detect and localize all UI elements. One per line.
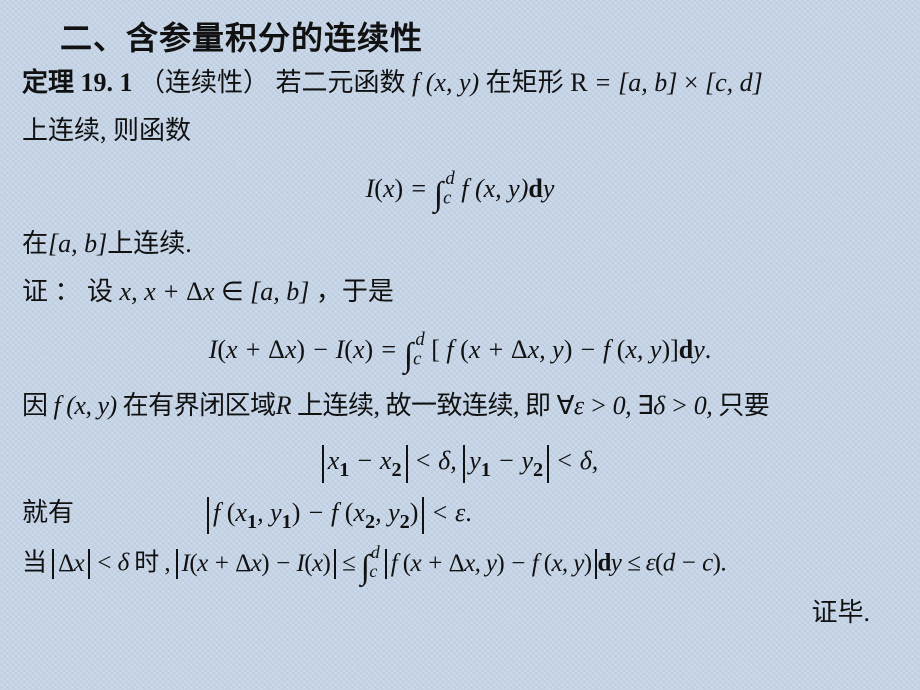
- diff-integrand: [ f (x + Δx, y) − f (x, y)]: [431, 335, 679, 364]
- int-lower-1: c: [443, 188, 451, 209]
- because-mid1: 在有界闭区域: [123, 391, 276, 420]
- theorem-line1: 定理 19. 1 （连续性） 若二元函数 f (x, y) 在矩形 R = [a…: [22, 60, 898, 106]
- proof-post: ，于是: [316, 277, 394, 306]
- because-mid2: 上连续, 故一致连续, 即: [297, 391, 551, 420]
- abs-dx: Δx: [52, 549, 90, 579]
- qed: 证毕.: [22, 590, 898, 636]
- when-pre: 当: [22, 550, 46, 577]
- because-post: 只要: [718, 391, 769, 420]
- I-definition: I(x) = ∫cd f (x, y)dy: [22, 163, 898, 215]
- abs-Idiff: I(x + Δx) − I(x): [176, 549, 337, 579]
- lt-delta-1: < δ,: [414, 446, 463, 475]
- fxy: f (x, y): [412, 68, 479, 97]
- because-pre: 因: [22, 391, 48, 420]
- theorem-line3: 在[a, b]上连续.: [22, 221, 898, 267]
- on-post: 上连续.: [107, 229, 192, 258]
- diff-equation: I(x + Δx) − I(x) = ∫cd [ f (x + Δx, y) −…: [22, 324, 898, 376]
- R-eq: R = [a, b] × [c, d]: [570, 68, 763, 97]
- forall-eps: ∀ε > 0, ∃δ > 0,: [557, 391, 713, 420]
- le-1: ≤: [342, 550, 361, 577]
- proof-pre: 设: [87, 277, 113, 306]
- int-upper-3: d: [371, 542, 379, 562]
- int-lower-3: c: [369, 561, 376, 581]
- Ix-lhs: I(x) =: [366, 174, 434, 203]
- fxy-2: f (x, y): [54, 391, 117, 420]
- theorem-line2: 上连续, 则函数: [22, 108, 898, 154]
- bound-rhs: ≤ ε(d − c).: [627, 550, 726, 577]
- abs-integrand: f (x + Δx, y) − f (x, y): [385, 549, 598, 579]
- diff-lhs: I(x + Δx) − I(x) =: [209, 335, 404, 364]
- R-sym: R: [276, 391, 291, 420]
- on-pre: 在: [22, 229, 48, 258]
- theorem-label: 定理 19. 1: [22, 60, 133, 106]
- delta-inequality: x1 − x2 < δ, y1 − y2 < δ,: [22, 438, 898, 484]
- section-heading: 二、含参量积分的连续性: [22, 18, 898, 58]
- when-word: 时 ,: [134, 550, 170, 577]
- ab-interval: [a, b]: [48, 229, 107, 258]
- lt-eps: < ε.: [431, 498, 472, 527]
- theorem-paren: （连续性）: [139, 68, 269, 97]
- then-label: 就有: [22, 498, 74, 527]
- integral-sign-1: ∫: [434, 180, 443, 211]
- int-lower-2: c: [413, 349, 421, 370]
- abs-x1x2: x1 − x2: [322, 445, 408, 482]
- Ix-rhs: f (x, y): [461, 174, 528, 203]
- integral-sign-2: ∫: [404, 341, 413, 372]
- int-upper-2: d: [415, 329, 424, 350]
- x-dx-in: x, x + Δx ∈ [a, b]: [120, 277, 310, 306]
- lt-delta-2: < δ,: [556, 446, 599, 475]
- proof-line1: 证 ： 设 x, x + Δx ∈ [a, b] ，于是: [22, 269, 898, 315]
- theorem-pre: 若二元函数: [276, 68, 406, 97]
- bound-line: 当 Δx < δ 时 , I(x + Δx) − I(x) ≤ ∫cd f (x…: [22, 537, 898, 587]
- when-mid: < δ: [96, 550, 135, 577]
- slide-page: 二、含参量积分的连续性 定理 19. 1 （连续性） 若二元函数 f (x, y…: [0, 0, 920, 645]
- uniform-cont-line: 因 f (x, y) 在有界闭区域R 上连续, 故一致连续, 即 ∀ε > 0,…: [22, 383, 898, 429]
- theorem-mid: 在矩形: [486, 68, 564, 97]
- eps-inequality-line: 就有 f (x1, y1) − f (x2, y2) < ε.: [22, 490, 898, 536]
- int-upper-1: d: [445, 168, 454, 189]
- proof-label: 证 ：: [22, 277, 81, 306]
- abs-f-diff: f (x1, y1) − f (x2, y2): [207, 497, 424, 534]
- abs-y1y2: y1 − y2: [463, 445, 549, 482]
